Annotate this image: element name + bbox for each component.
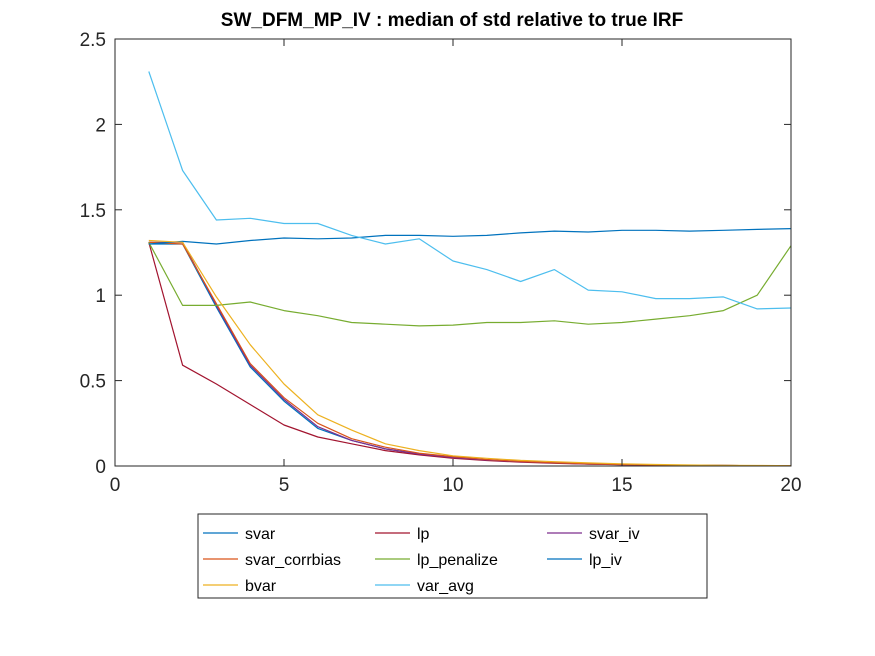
legend-label: svar <box>245 526 276 543</box>
series-line-bvar <box>148 239 792 467</box>
series-line-lp-penalize <box>148 242 792 327</box>
legend: svar lp svar_iv svar_corrbias lp_penalize lp_… <box>197 513 708 599</box>
y-tick-label: 2.5 <box>80 30 106 51</box>
x-tick-label: 10 <box>442 475 463 496</box>
x-tick-label: 0 <box>110 475 121 496</box>
y-tick-label: 2 <box>95 115 106 136</box>
x-tick-label: 20 <box>780 475 801 496</box>
series-layer <box>148 71 792 467</box>
y-tick-label: 1 <box>95 286 106 307</box>
legend-label: lp <box>417 526 430 543</box>
legend-label: svar_corrbias <box>245 552 341 569</box>
plot-area <box>115 39 791 466</box>
ticks-layer: 0 5 10 15 20 0 0.5 1 1.5 2 2.5 <box>80 30 802 496</box>
legend-label: lp_iv <box>589 552 622 569</box>
legend-label: var_avg <box>417 578 474 595</box>
legend-label: lp_penalize <box>417 552 498 569</box>
legend-label: svar_iv <box>589 526 640 543</box>
x-tick-label: 5 <box>279 475 290 496</box>
series-line-lp-iv <box>148 228 792 245</box>
x-tick-label: 15 <box>611 475 632 496</box>
legend-label: bvar <box>245 578 277 595</box>
y-tick-label: 0.5 <box>80 372 106 393</box>
y-tick-label: 0 <box>95 457 106 478</box>
legend-box <box>197 513 708 599</box>
series-line-var-avg <box>148 71 792 310</box>
chart-title: SW_DFM_MP_IV : median of std relative to… <box>221 10 683 31</box>
y-tick-label: 1.5 <box>80 201 106 222</box>
